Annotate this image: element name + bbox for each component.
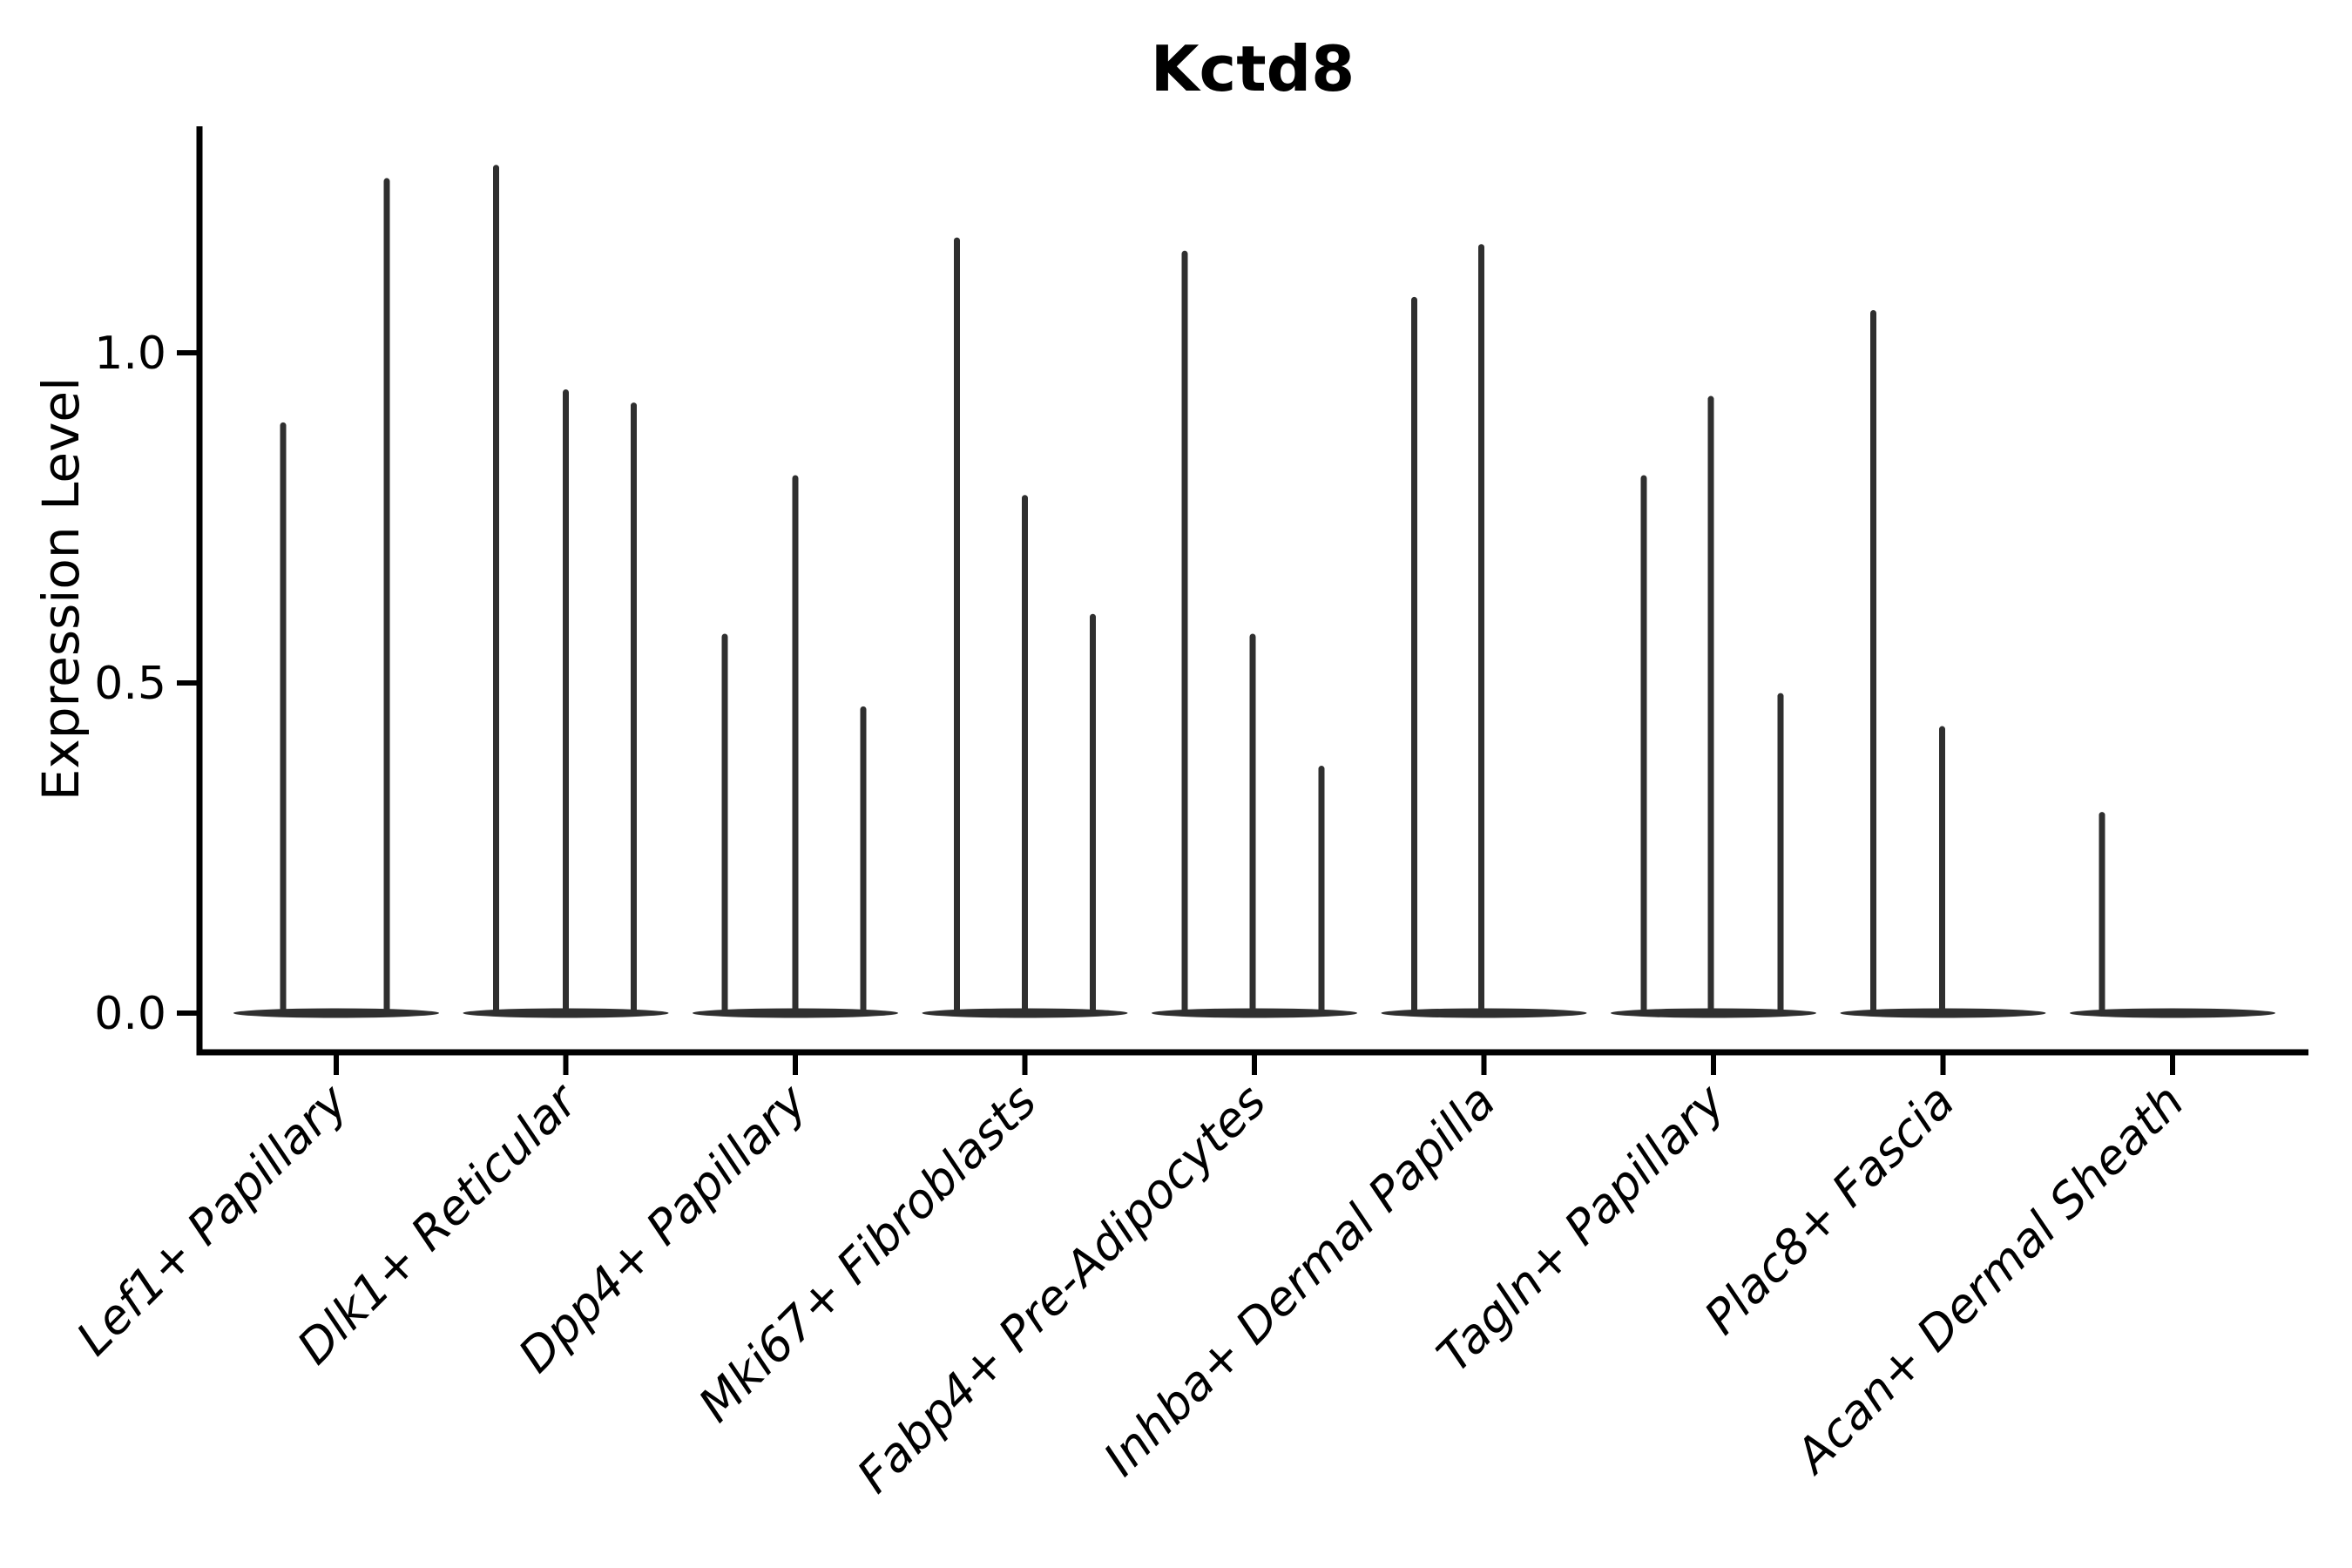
violins-layer bbox=[233, 165, 2275, 1018]
y-tick-label: 0.0 bbox=[94, 988, 166, 1040]
violin-2 bbox=[463, 165, 669, 1018]
x-tick-label: Inhba+ Dermal Papilla bbox=[1093, 1074, 1506, 1487]
y-tick-label: 0.5 bbox=[94, 658, 166, 710]
violin-4 bbox=[922, 237, 1128, 1018]
axes-layer bbox=[177, 126, 2308, 1075]
violin-base bbox=[233, 1008, 439, 1018]
violin-8 bbox=[1840, 310, 2046, 1018]
violin-5 bbox=[1152, 250, 1357, 1018]
violin-1 bbox=[233, 178, 439, 1018]
chart-title: Kctd8 bbox=[1151, 32, 1355, 105]
violin-9 bbox=[2070, 812, 2275, 1018]
y-axis-label: Expression Level bbox=[31, 377, 91, 801]
violin-3 bbox=[693, 475, 898, 1018]
y-tick-label: 1.0 bbox=[94, 328, 166, 380]
violin-7 bbox=[1611, 395, 1816, 1018]
violin-6 bbox=[1381, 244, 1587, 1018]
x-tick-label: Fabp4+ Pre-Adipocytes bbox=[847, 1074, 1276, 1504]
violin-base bbox=[2070, 1008, 2275, 1018]
x-tick-label: Acan+ Dermal Sheath bbox=[1783, 1074, 2194, 1485]
